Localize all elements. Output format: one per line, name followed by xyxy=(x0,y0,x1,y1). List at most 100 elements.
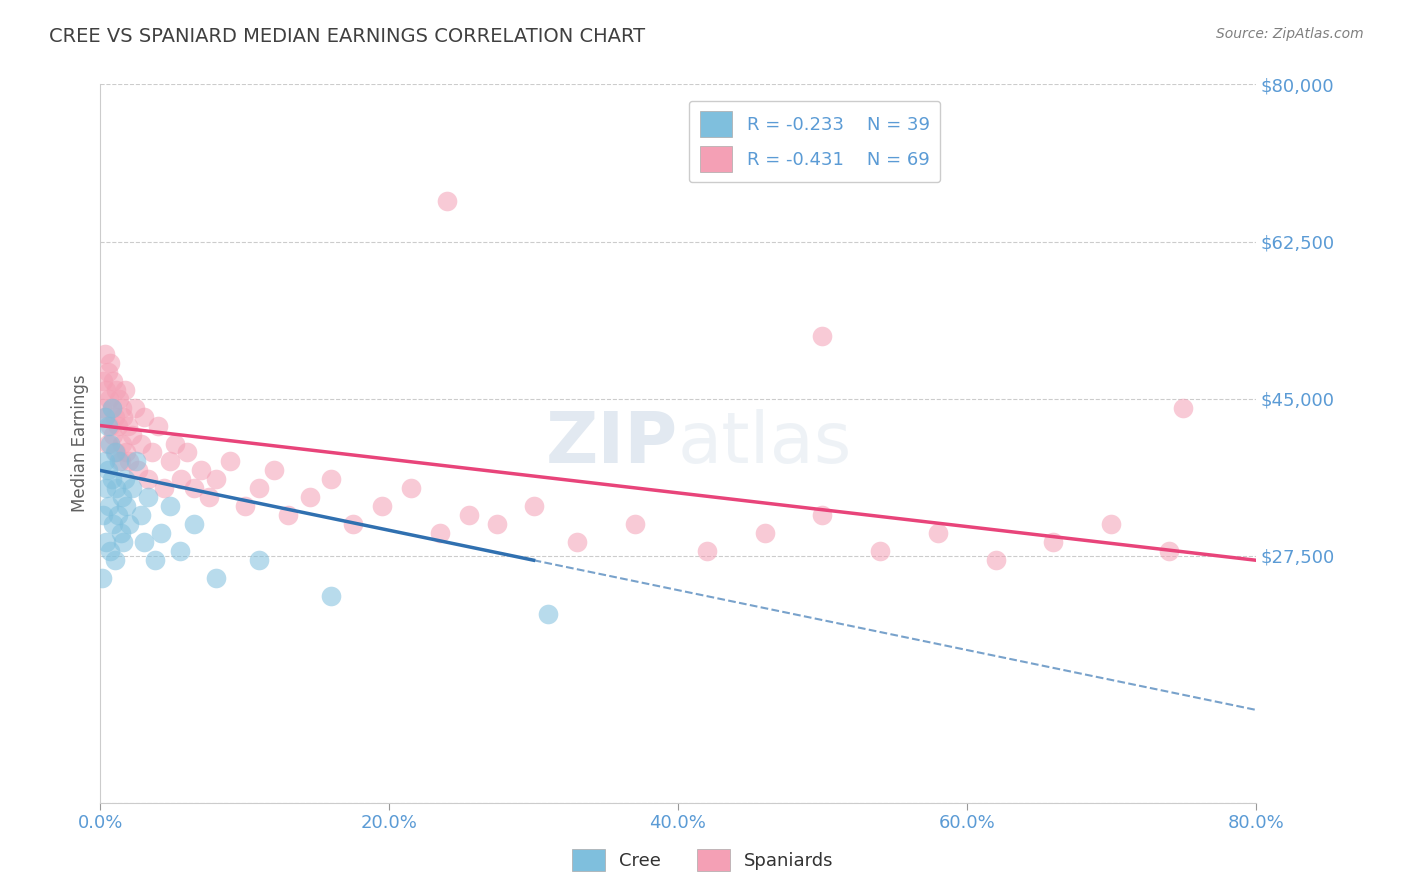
Point xyxy=(927,526,949,541)
Point xyxy=(100,356,122,370)
Point xyxy=(100,418,122,433)
Point xyxy=(98,392,121,406)
Point xyxy=(100,436,122,450)
Point xyxy=(97,418,120,433)
Point xyxy=(486,517,509,532)
Point xyxy=(125,454,148,468)
Point xyxy=(114,472,136,486)
Point xyxy=(118,454,141,468)
Point xyxy=(110,454,132,468)
Point xyxy=(94,482,117,496)
Point xyxy=(141,445,163,459)
Y-axis label: Median Earnings: Median Earnings xyxy=(72,375,89,512)
Point xyxy=(105,482,128,496)
Point xyxy=(1099,517,1122,532)
Text: Source: ZipAtlas.com: Source: ZipAtlas.com xyxy=(1216,27,1364,41)
Point xyxy=(111,401,134,415)
Point xyxy=(100,544,122,558)
Point xyxy=(105,383,128,397)
Point xyxy=(984,553,1007,567)
Point xyxy=(107,418,129,433)
Point xyxy=(165,436,187,450)
Point xyxy=(105,445,128,459)
Point xyxy=(108,454,131,468)
Point xyxy=(136,491,159,505)
Point xyxy=(537,607,560,621)
Point xyxy=(111,491,134,505)
Point xyxy=(183,482,205,496)
Point xyxy=(565,535,588,549)
Point xyxy=(136,472,159,486)
Point xyxy=(150,526,173,541)
Point xyxy=(97,436,120,450)
Point xyxy=(371,500,394,514)
Point xyxy=(97,365,120,379)
Point xyxy=(104,553,127,567)
Point xyxy=(121,482,143,496)
Text: CREE VS SPANIARD MEDIAN EARNINGS CORRELATION CHART: CREE VS SPANIARD MEDIAN EARNINGS CORRELA… xyxy=(49,27,645,45)
Point xyxy=(523,500,546,514)
Point xyxy=(93,347,115,361)
Point xyxy=(457,508,479,523)
Point xyxy=(247,482,270,496)
Point xyxy=(104,409,127,424)
Point xyxy=(97,463,120,477)
Point xyxy=(101,401,124,415)
Point xyxy=(263,463,285,477)
Point xyxy=(98,500,121,514)
Point xyxy=(115,500,138,514)
Point xyxy=(399,482,422,496)
Point xyxy=(159,454,181,468)
Point xyxy=(93,409,115,424)
Point xyxy=(90,571,112,585)
Point xyxy=(153,482,176,496)
Legend: Cree, Spaniards: Cree, Spaniards xyxy=(565,842,841,879)
Point xyxy=(1042,535,1064,549)
Point xyxy=(205,571,228,585)
Point xyxy=(112,409,135,424)
Point xyxy=(132,409,155,424)
Point xyxy=(190,463,212,477)
Point xyxy=(159,500,181,514)
Point xyxy=(107,508,129,523)
Point xyxy=(129,508,152,523)
Point xyxy=(104,445,127,459)
Point xyxy=(197,491,219,505)
Point xyxy=(143,553,166,567)
Point xyxy=(754,526,776,541)
Point xyxy=(169,544,191,558)
Point xyxy=(170,472,193,486)
Point xyxy=(233,500,256,514)
Point xyxy=(103,374,125,388)
Point xyxy=(321,472,343,486)
Point xyxy=(114,383,136,397)
Point xyxy=(298,491,321,505)
Text: atlas: atlas xyxy=(678,409,852,478)
Point xyxy=(91,374,114,388)
Point xyxy=(146,418,169,433)
Point xyxy=(94,535,117,549)
Point xyxy=(121,427,143,442)
Point xyxy=(90,401,112,415)
Point xyxy=(117,418,139,433)
Point xyxy=(219,454,242,468)
Point xyxy=(1157,544,1180,558)
Point xyxy=(94,383,117,397)
Point xyxy=(132,535,155,549)
Point xyxy=(108,392,131,406)
Point xyxy=(93,454,115,468)
Point xyxy=(811,508,834,523)
Point xyxy=(247,553,270,567)
Point xyxy=(176,445,198,459)
Point xyxy=(103,427,125,442)
Point xyxy=(429,526,451,541)
Legend: R = -0.233    N = 39, R = -0.431    N = 69: R = -0.233 N = 39, R = -0.431 N = 69 xyxy=(689,101,941,183)
Point xyxy=(869,544,891,558)
Point xyxy=(101,472,124,486)
Point xyxy=(112,535,135,549)
Point xyxy=(205,472,228,486)
Point xyxy=(342,517,364,532)
Point xyxy=(110,526,132,541)
Point xyxy=(321,589,343,603)
Point xyxy=(91,508,114,523)
